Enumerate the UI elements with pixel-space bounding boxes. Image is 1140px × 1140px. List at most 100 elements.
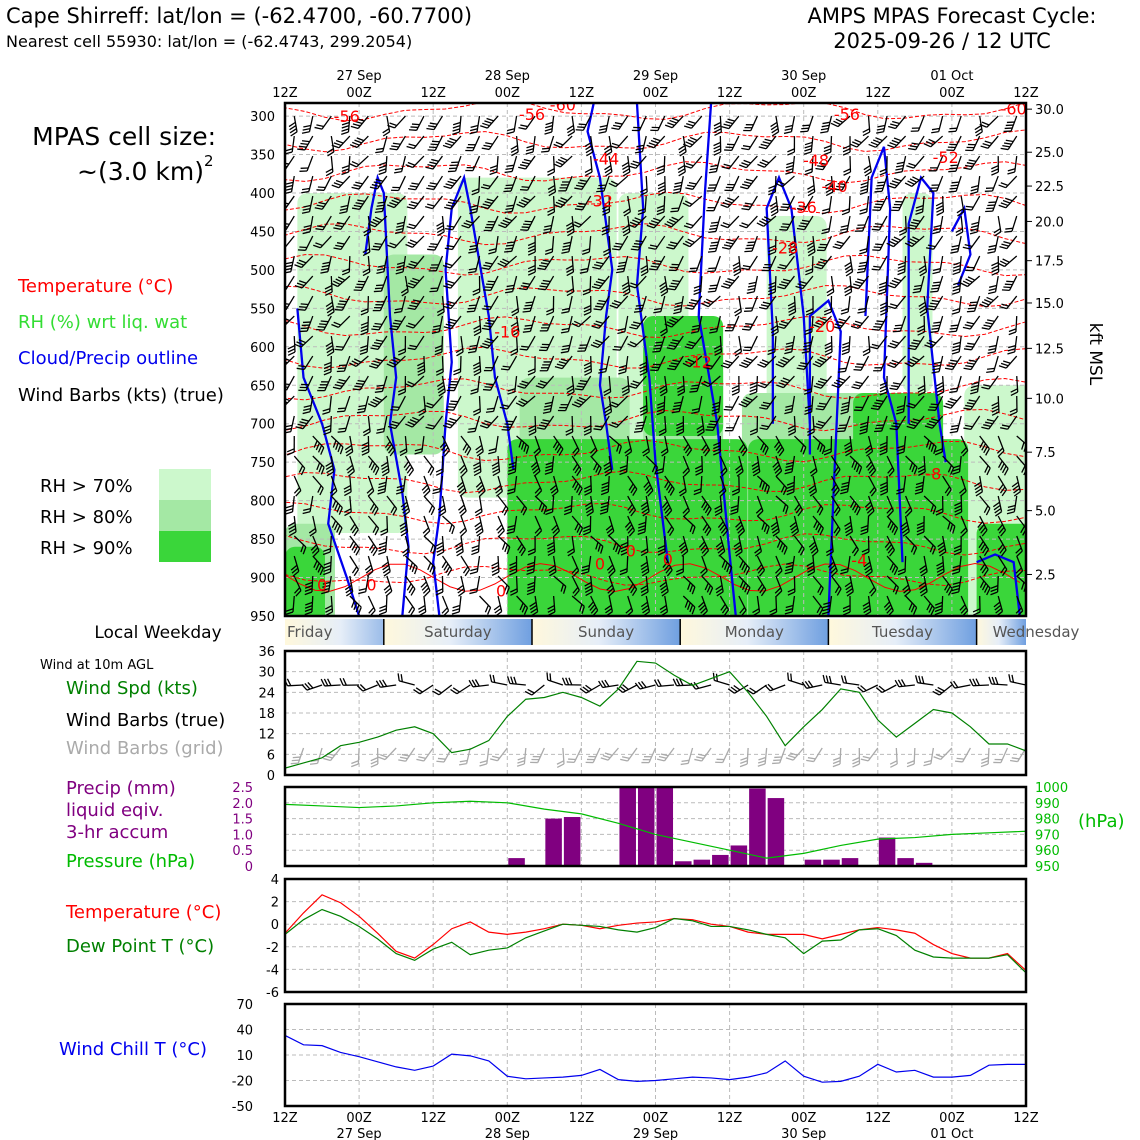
barb-flag	[402, 551, 410, 557]
barb-flag	[469, 131, 478, 135]
barb-flag	[439, 441, 446, 448]
wind-barb	[436, 295, 445, 317]
barb-flag	[932, 271, 941, 275]
barb-flag	[601, 228, 610, 233]
wind-barb	[362, 415, 371, 437]
barb-flag	[459, 490, 467, 497]
barb-flag	[355, 202, 364, 205]
barb-flag	[949, 390, 957, 394]
barb-flag	[336, 370, 345, 373]
barb-staff	[881, 175, 888, 192]
barb-flag	[593, 308, 602, 311]
barb-flag	[391, 199, 399, 204]
barb-staff	[731, 175, 740, 191]
barb-flag	[336, 345, 344, 348]
barb-staff	[715, 215, 721, 232]
barb-flag	[785, 168, 794, 172]
barb-flag	[321, 264, 330, 268]
wind-barb	[713, 116, 722, 137]
barb-staff	[969, 315, 981, 330]
barb-flag	[595, 339, 603, 344]
barb-flag	[482, 388, 491, 391]
barb-flag	[523, 196, 531, 202]
wind-barb	[488, 235, 499, 255]
barb-flag	[406, 145, 415, 150]
barb-flag	[551, 524, 558, 531]
barb-flag	[547, 548, 555, 553]
barb-flag	[411, 564, 416, 573]
top-date-label: 01 Oct	[930, 69, 973, 84]
barb-flag	[585, 508, 594, 514]
barb-flag	[397, 391, 406, 396]
barb-flag	[873, 370, 881, 372]
barb-staff	[690, 215, 703, 229]
barb-flag	[952, 265, 961, 269]
barb-flag	[408, 143, 417, 147]
barb-flag	[372, 245, 381, 248]
cell-size-base: ~(3.0 km)	[77, 157, 204, 186]
barb-flag	[378, 484, 386, 489]
barb-flag	[894, 171, 903, 174]
barb-flag	[437, 504, 445, 511]
wind-barb	[863, 155, 872, 177]
barb-flag	[376, 267, 385, 271]
barb-flag	[971, 221, 979, 225]
barb-flag	[456, 481, 464, 488]
barb-flag	[320, 320, 329, 323]
wind-barb	[297, 135, 314, 151]
barb-flag	[787, 148, 795, 153]
barb-flag	[336, 525, 341, 533]
barb-flag	[488, 451, 496, 455]
barb-flag	[860, 188, 868, 192]
barb-flag	[320, 271, 328, 274]
barb-flag	[542, 364, 550, 366]
barb-flag	[526, 591, 535, 596]
wind-barb	[445, 215, 462, 231]
barb-staff	[689, 195, 703, 207]
barb-flag	[650, 129, 658, 132]
barb-flag	[334, 308, 343, 311]
barb-flag	[437, 388, 446, 394]
wind-barb	[330, 275, 351, 288]
barb-flag	[501, 404, 510, 408]
wind-barb	[527, 256, 536, 276]
barb-flag	[470, 204, 478, 208]
barb-flag	[507, 471, 516, 476]
barb-flag	[326, 471, 334, 477]
barb-flag	[436, 228, 445, 234]
barb-flag	[353, 545, 359, 554]
wind-barb	[378, 595, 388, 616]
barb-flag	[391, 325, 399, 328]
barb-flag	[593, 283, 602, 287]
barb-flag	[496, 524, 503, 531]
barb-flag	[391, 145, 399, 148]
barb-flag	[405, 325, 414, 329]
barb-flag	[298, 259, 307, 264]
barb-flag	[451, 161, 459, 164]
barb-flag	[387, 425, 396, 430]
barb-flag	[469, 587, 478, 592]
barb-flag	[331, 144, 340, 149]
wind-barb	[496, 515, 505, 537]
barb-flag	[566, 228, 574, 234]
barb-flag	[445, 566, 451, 574]
barb-flag	[544, 404, 552, 408]
barb-staff	[748, 195, 758, 211]
top-tick-label: 12Z	[717, 86, 743, 101]
barb-staff	[589, 276, 592, 293]
barb-flag	[991, 165, 999, 170]
wind-barb	[480, 335, 499, 349]
wind-barb	[301, 195, 314, 214]
wind-barb	[294, 275, 314, 289]
barb-flag	[299, 330, 308, 333]
wind-barb	[473, 315, 482, 337]
wind-barb	[539, 355, 555, 372]
wind-barb	[634, 135, 647, 154]
barb-flag	[555, 201, 564, 206]
barb-staff	[847, 295, 851, 313]
barb-flag	[479, 424, 488, 429]
barb-flag	[724, 430, 733, 432]
barb-flag	[520, 229, 528, 231]
barb-flag	[581, 251, 590, 256]
wind-barb	[734, 335, 743, 357]
